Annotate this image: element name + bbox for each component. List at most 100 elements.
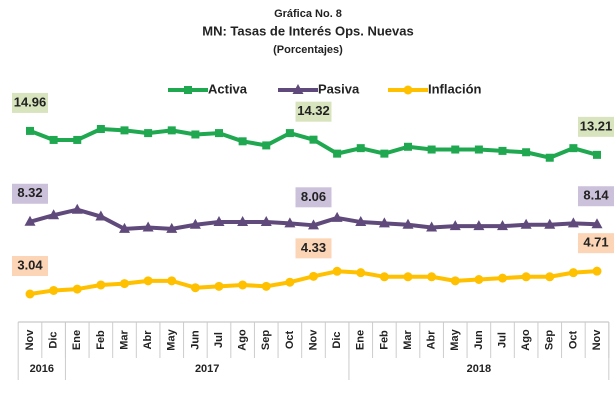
- series-marker: [355, 216, 367, 227]
- x-tick-label: Nov: [307, 329, 319, 351]
- series-marker: [522, 148, 531, 157]
- series-marker: [356, 268, 366, 278]
- chart-title: Gráfica No. 8: [274, 8, 342, 20]
- x-tick-label: Ene: [355, 330, 367, 350]
- series-marker: [544, 218, 556, 229]
- series-marker: [143, 276, 153, 286]
- series-marker: [356, 144, 365, 153]
- legend-marker: [292, 84, 304, 94]
- series-marker: [426, 221, 438, 232]
- series-marker: [96, 125, 105, 133]
- series-marker: [95, 210, 107, 221]
- series-marker: [521, 272, 531, 282]
- series-marker: [285, 277, 295, 287]
- data-label-bg: [578, 116, 614, 137]
- series-marker: [520, 218, 532, 229]
- series-marker: [449, 220, 461, 231]
- data-label: 4.33: [301, 240, 326, 255]
- data-label-bg: [295, 101, 332, 122]
- x-tick-label: May: [449, 328, 461, 350]
- series-marker: [262, 141, 271, 150]
- group-label: 2017: [195, 363, 219, 375]
- series-marker: [331, 211, 343, 222]
- legend-label: Activa: [208, 81, 248, 96]
- x-tick-label: Feb: [95, 330, 107, 350]
- series-marker: [498, 146, 507, 155]
- data-label: 13.21: [580, 118, 613, 133]
- data-label-bg: [12, 256, 48, 276]
- series-marker: [96, 280, 106, 290]
- x-tick-label: Nov: [24, 329, 36, 351]
- data-label-bg: [578, 186, 614, 207]
- series-marker: [215, 129, 223, 138]
- series-marker: [24, 215, 36, 226]
- data-label: 8.14: [583, 188, 609, 203]
- series-marker: [404, 142, 412, 151]
- series-marker: [167, 126, 176, 135]
- series-marker: [497, 220, 508, 231]
- series-marker: [49, 285, 59, 295]
- series-marker: [402, 218, 414, 229]
- series-marker: [49, 135, 58, 144]
- series-marker: [26, 126, 34, 135]
- series-marker: [238, 137, 247, 146]
- series-marker: [260, 216, 272, 227]
- x-tick-label: Ago: [237, 329, 249, 351]
- x-tick-label: Oct: [284, 330, 296, 349]
- chart-note: (Porcentajes): [273, 44, 343, 56]
- x-tick-label: Mar: [402, 330, 414, 350]
- data-label: 8.32: [17, 185, 42, 200]
- x-tick-label: Mar: [118, 330, 130, 350]
- data-label: 8.06: [301, 189, 326, 204]
- series-marker: [380, 149, 389, 158]
- series-marker: [591, 218, 603, 229]
- legend-label: Pasiva: [318, 81, 360, 96]
- data-label: 3.04: [17, 257, 43, 272]
- series-marker: [474, 145, 483, 154]
- series-marker: [237, 216, 249, 227]
- series-marker: [309, 135, 318, 144]
- x-tick-label: Dic: [48, 331, 60, 348]
- series-marker: [403, 272, 413, 282]
- series-marker: [166, 222, 178, 233]
- series-marker: [545, 272, 555, 282]
- series-marker: [214, 281, 224, 291]
- series-marker: [285, 129, 294, 138]
- series-marker: [120, 126, 129, 135]
- x-tick-label: Jun: [189, 330, 201, 350]
- series-marker: [189, 218, 201, 229]
- group-label: 2018: [467, 363, 491, 375]
- x-tick-label: Sep: [260, 330, 272, 350]
- series-marker: [191, 130, 200, 139]
- x-tick-label: Nov: [591, 329, 603, 351]
- series-marker: [142, 221, 154, 232]
- series-marker: [451, 145, 460, 154]
- series-marker: [72, 284, 82, 294]
- x-tick-label: Dic: [331, 331, 343, 348]
- series-marker: [238, 280, 248, 290]
- series-marker: [567, 217, 579, 228]
- x-tick-label: Abr: [426, 330, 438, 350]
- series-marker: [568, 268, 578, 278]
- group-label: 2016: [30, 363, 54, 375]
- series-marker: [332, 266, 342, 276]
- series-marker: [71, 203, 83, 214]
- series-marker: [73, 135, 82, 144]
- x-tick-label: May: [166, 328, 178, 350]
- series-marker: [333, 149, 342, 158]
- data-label-bg: [578, 233, 614, 254]
- x-tick-label: Sep: [544, 330, 556, 350]
- series-marker: [592, 266, 602, 276]
- series-marker: [120, 279, 129, 289]
- chart-subtitle: MN: Tasas de Interés Ops. Nuevas: [202, 23, 413, 38]
- series-marker: [379, 272, 389, 282]
- data-label-bg: [295, 238, 332, 259]
- series-marker: [284, 217, 296, 228]
- series-marker: [190, 283, 200, 293]
- x-tick-label: Abr: [142, 330, 154, 350]
- series-marker: [309, 271, 318, 281]
- data-label: 14.96: [14, 94, 47, 109]
- series-marker: [473, 220, 485, 231]
- series-marker: [213, 216, 225, 227]
